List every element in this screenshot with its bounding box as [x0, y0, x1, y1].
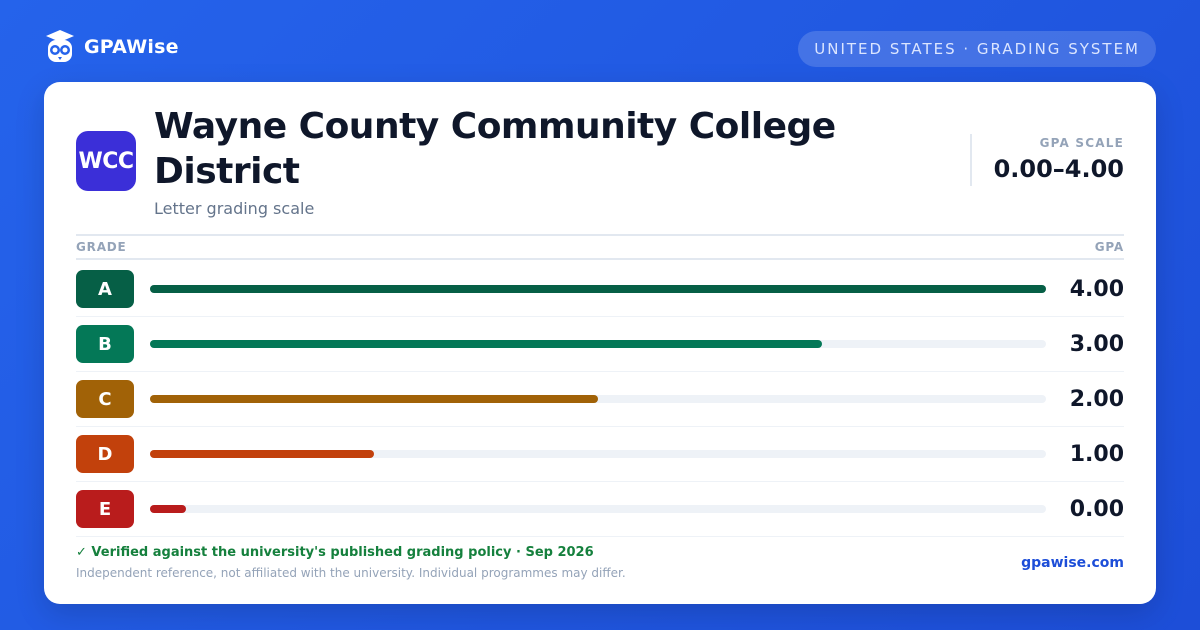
table-header: GRADE GPA — [76, 234, 1124, 260]
gpa-bar-track — [150, 340, 1046, 348]
region-badge: UNITED STATES · GRADING SYSTEM — [798, 31, 1156, 67]
gpa-bar-fill — [150, 285, 1046, 293]
gpa-value: 3.00 — [1069, 331, 1124, 357]
grade-badge: E — [76, 490, 134, 528]
owl-logo-icon — [46, 30, 74, 62]
brand[interactable]: GPAWise — [44, 28, 179, 66]
gpa-bar-track — [150, 395, 1046, 403]
gpa-bar-track — [150, 285, 1046, 293]
grade-row: A 4.00 — [76, 262, 1124, 317]
gpa-scale-label: GPA SCALE — [1039, 136, 1124, 150]
gpa-bar-track — [150, 450, 1046, 458]
grade-badge: A — [76, 270, 134, 308]
verified-note: ✓ Verified against the university's publ… — [76, 545, 594, 560]
grade-row: D 1.00 — [76, 427, 1124, 482]
gpa-value: 4.00 — [1069, 276, 1124, 302]
gpa-bar-track — [150, 505, 1046, 513]
gpa-value: 0.00 — [1069, 496, 1124, 522]
disclaimer: Independent reference, not affiliated wi… — [76, 566, 626, 580]
gpa-bar-fill — [150, 450, 374, 458]
grade-column-header: GRADE — [76, 240, 127, 254]
gpa-column-header: GPA — [1094, 240, 1124, 254]
gpa-scale-box: GPA SCALE 0.00–4.00 — [969, 134, 1124, 186]
gpa-bar-fill — [150, 395, 598, 403]
gpa-value: 1.00 — [1069, 441, 1124, 467]
scale-subtitle: Letter grading scale — [154, 199, 315, 218]
university-name: Wayne County Community College District — [154, 106, 836, 192]
gpa-scale-value: 0.00–4.00 — [993, 155, 1124, 183]
grading-card: WCC Wayne County Community College Distr… — [44, 82, 1156, 604]
grade-badge: C — [76, 380, 134, 418]
university-logo: WCC — [76, 131, 136, 191]
gpa-bar-fill — [150, 340, 822, 348]
grade-row: C 2.00 — [76, 372, 1124, 427]
grade-badge: D — [76, 435, 134, 473]
gpa-value: 2.00 — [1069, 386, 1124, 412]
site-link[interactable]: gpawise.com — [1021, 555, 1124, 571]
gpa-bar-fill — [150, 505, 186, 513]
grade-row: B 3.00 — [76, 317, 1124, 372]
grade-badge: B — [76, 325, 134, 363]
brand-name: GPAWise — [84, 36, 179, 58]
grade-row: E 0.00 — [76, 482, 1124, 537]
grade-rows: A 4.00 B 3.00 C 2.00 D 1.00 E 0.00 — [76, 262, 1124, 537]
